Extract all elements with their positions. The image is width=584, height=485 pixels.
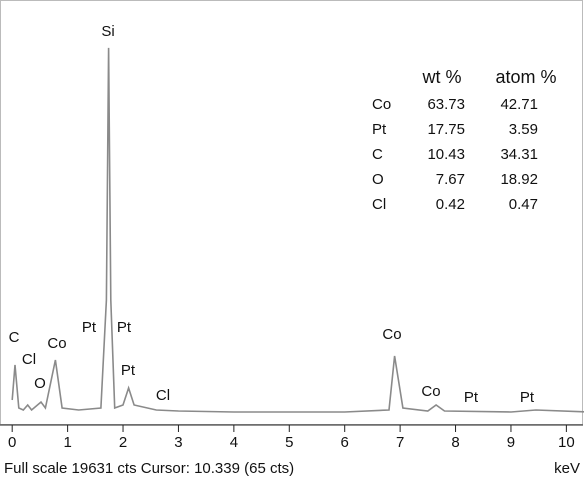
element-name: Co [372,96,391,113]
x-tick-label: 7 [396,434,404,451]
x-tick-label: 2 [119,434,127,451]
x-tick-label: 9 [507,434,515,451]
x-tick-label: 8 [451,434,459,451]
x-tick-label: 6 [341,434,349,451]
x-tick-label: 5 [285,434,293,451]
peak-label: Co [382,326,401,343]
x-tick-label: 4 [230,434,238,451]
x-tick-label: 0 [8,434,16,451]
element-name: Cl [372,196,386,213]
wt-percent: 10.43 [427,146,465,163]
atom-percent: 42.71 [500,96,538,113]
spectrum-line [11,47,584,413]
x-axis-label: keV [554,460,580,477]
x-tick-label: 1 [63,434,71,451]
atom-percent: 18.92 [500,171,538,188]
wt-percent: 63.73 [427,96,465,113]
peak-label: C [9,329,20,346]
peak-label: Pt [520,389,535,406]
peak-label: Co [421,383,440,400]
peak-label: Cl [156,387,170,404]
x-tick-label: 10 [558,434,575,451]
peak-label: Pt [82,319,97,336]
element-name: O [372,171,384,188]
peak-label: O [34,375,46,392]
wt-percent: 0.42 [436,196,465,213]
atom-percent: 0.47 [509,196,538,213]
x-tick-label: 3 [174,434,182,451]
column-header: wt % [421,67,461,87]
peak-label: Pt [464,389,479,406]
peak-label: Si [101,23,114,40]
element-name: C [372,146,383,163]
element-name: Pt [372,121,387,138]
atom-percent: 34.31 [500,146,538,163]
peak-label: Cl [22,351,36,368]
peak-label: Pt [117,319,132,336]
footer: Full scale 19631 cts Cursor: 10.339 (65 … [4,460,294,477]
atom-percent: 3.59 [509,121,538,138]
wt-percent: 7.67 [436,171,465,188]
plot-frame [0,0,583,425]
column-header: atom % [495,67,556,87]
peak-label: Pt [121,362,136,379]
peak-label: Co [47,335,66,352]
wt-percent: 17.75 [427,121,465,138]
